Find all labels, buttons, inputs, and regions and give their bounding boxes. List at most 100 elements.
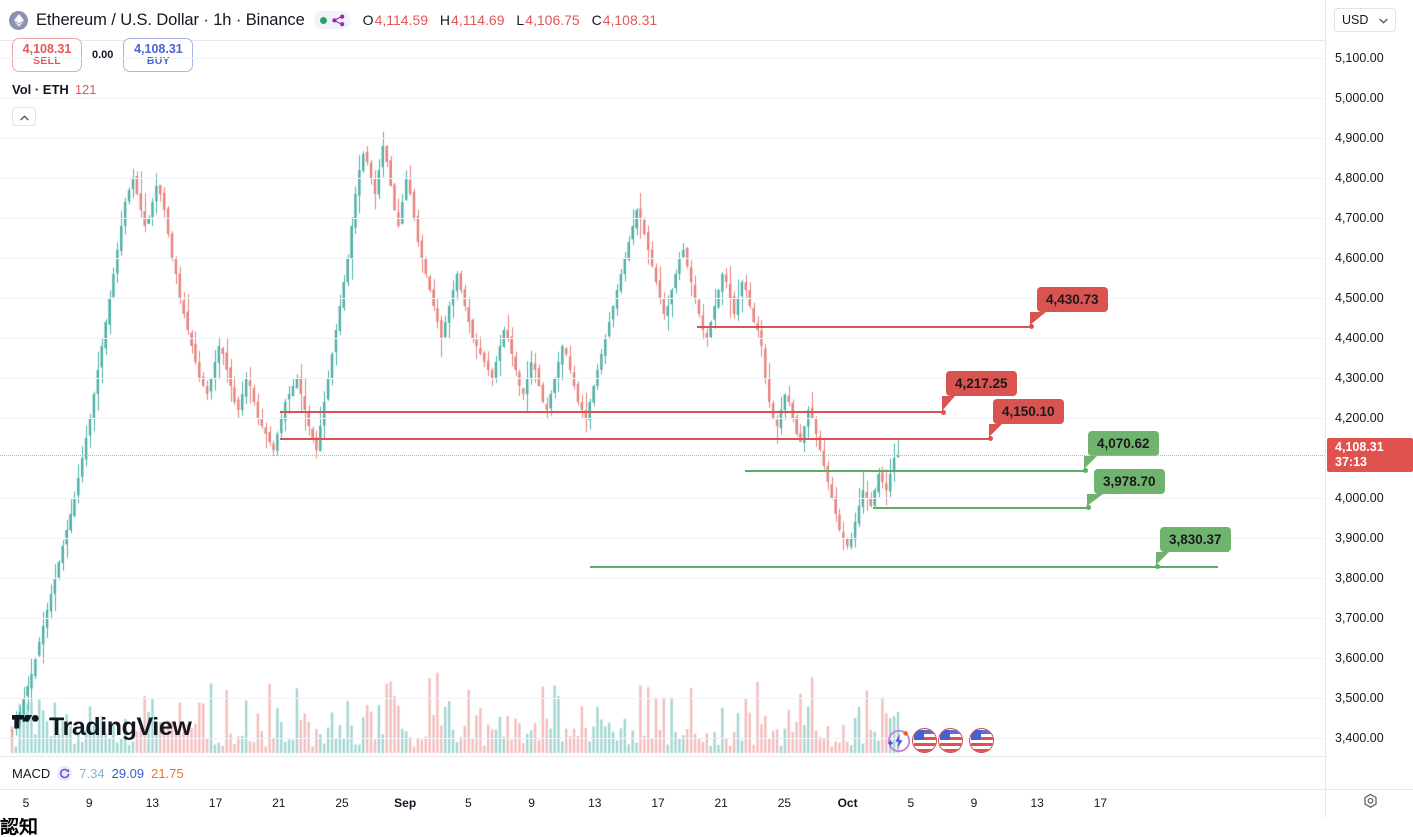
support-line[interactable] xyxy=(873,506,1089,509)
price-axis[interactable]: USD 5,100.00 5,000.00 4,900.00 4,800.00 4,70… xyxy=(1325,0,1413,818)
level-anchor-dot[interactable] xyxy=(1083,468,1088,474)
price-tick: 4,200.00 xyxy=(1335,411,1384,425)
gear-icon xyxy=(1362,793,1379,815)
time-tick: 17 xyxy=(208,796,223,810)
us-flag-event-icon[interactable] xyxy=(938,728,963,753)
price-tick: 3,600.00 xyxy=(1335,651,1384,665)
resistance-line[interactable] xyxy=(697,325,1032,328)
time-tick: 17 xyxy=(651,796,665,810)
axis-divider xyxy=(1326,789,1413,790)
ohlc-close: 4,108.31 xyxy=(602,12,658,28)
price-tick: 3,900.00 xyxy=(1335,531,1384,545)
gridline xyxy=(0,578,1325,579)
support-line[interactable] xyxy=(745,469,1086,472)
time-tick: 17 xyxy=(1093,796,1108,810)
price-tick: 4,300.00 xyxy=(1335,371,1384,385)
resistance-line[interactable] xyxy=(280,411,945,414)
macd-pane[interactable]: MACD 7.34 29.09 21.75 xyxy=(0,756,1325,789)
time-tick: 13 xyxy=(588,796,602,810)
time-tick: 21 xyxy=(272,796,286,810)
resistance-label[interactable]: 4,150.10 xyxy=(993,399,1064,424)
tradingview-watermark: TradingView xyxy=(12,713,192,742)
time-tick: 5 xyxy=(907,796,915,810)
gridline xyxy=(0,618,1325,619)
tradingview-logo-icon xyxy=(12,714,42,741)
price-axis-settings-button[interactable] xyxy=(1326,789,1413,818)
level-anchor-dot[interactable] xyxy=(1086,505,1091,511)
current-price-value: 4,108.31 xyxy=(1335,439,1384,454)
price-tick: 3,800.00 xyxy=(1335,571,1384,585)
time-tick: Sep xyxy=(394,796,417,810)
gridline xyxy=(0,658,1325,659)
gridline xyxy=(0,378,1325,379)
support-label[interactable]: 3,978.70 xyxy=(1094,469,1165,494)
candlestick-canvas[interactable] xyxy=(0,41,1325,755)
chart-header: Ethereum / U.S. Dollar · 1h · Binance O4… xyxy=(0,0,1325,41)
gridline xyxy=(0,738,1325,739)
time-tick: 9 xyxy=(528,796,535,810)
share-icon[interactable] xyxy=(331,14,345,27)
label-tail xyxy=(1084,456,1097,469)
gridline xyxy=(0,178,1325,179)
gridline xyxy=(0,498,1325,499)
chart-plot-area[interactable]: 4,430.73 4,217.25 4,150.10 4,070.62 3,978.70… xyxy=(0,41,1325,755)
level-anchor-dot[interactable] xyxy=(1029,324,1034,330)
chevron-down-icon xyxy=(1379,13,1388,27)
currency-selector[interactable]: USD xyxy=(1334,8,1396,32)
resistance-label[interactable]: 4,430.73 xyxy=(1037,287,1108,312)
resistance-label[interactable]: 4,217.25 xyxy=(946,371,1017,396)
price-tick: 3,400.00 xyxy=(1335,731,1384,745)
gridline xyxy=(0,698,1325,699)
time-axis[interactable]: 5 9 13 17 21 25 Sep 5 9 13 17 21 25 Oct 5 9 13 17 xyxy=(0,789,1325,818)
price-tick: 4,700.00 xyxy=(1335,211,1384,225)
economic-events xyxy=(886,728,994,753)
time-tick: 25 xyxy=(335,796,349,810)
currency-label: USD xyxy=(1342,13,1369,27)
macd-label: MACD xyxy=(12,766,51,781)
label-tail xyxy=(942,396,955,411)
time-tick: 25 xyxy=(777,796,792,810)
us-flag-event-icon[interactable] xyxy=(969,728,994,753)
ethereum-icon xyxy=(9,10,28,30)
ohlc-low: 4,106.75 xyxy=(525,12,580,28)
level-anchor-dot[interactable] xyxy=(1155,564,1160,570)
macd-value-2: 29.09 xyxy=(111,766,145,781)
gridline xyxy=(0,218,1325,219)
support-line[interactable] xyxy=(590,565,1218,568)
gridline xyxy=(0,538,1325,539)
level-anchor-dot[interactable] xyxy=(988,436,993,442)
time-tick: 9 xyxy=(970,796,978,810)
price-tick: 4,900.00 xyxy=(1335,131,1384,145)
macd-value-1: 7.34 xyxy=(79,766,105,781)
ohlc-values: O4,114.59 H4,114.69 L4,106.75 C4,108.31 xyxy=(362,12,658,28)
time-tick: 21 xyxy=(714,796,728,810)
macd-value-3: 21.75 xyxy=(151,766,184,781)
macd-legend[interactable]: MACD 7.34 29.09 21.75 xyxy=(12,766,184,781)
price-tick: 4,600.00 xyxy=(1335,251,1384,265)
resistance-line[interactable] xyxy=(280,437,992,440)
time-tick: 13 xyxy=(1030,796,1044,810)
price-tick: 5,100.00 xyxy=(1335,51,1384,65)
price-tick: 3,500.00 xyxy=(1335,691,1384,705)
gridline xyxy=(0,418,1325,419)
us-flag-event-icon[interactable] xyxy=(912,728,937,753)
current-price-badge: 4,108.31 37:13 xyxy=(1327,437,1413,472)
price-tick: 4,500.00 xyxy=(1335,291,1384,305)
market-status-pill[interactable] xyxy=(313,11,351,29)
sparkle-event-icon[interactable] xyxy=(886,728,911,753)
market-open-dot xyxy=(319,16,327,24)
support-label[interactable]: 3,830.37 xyxy=(1160,527,1231,552)
gridline xyxy=(0,258,1325,259)
bottom-overlay-text: 認知 xyxy=(0,818,39,837)
current-price-line xyxy=(0,454,1325,456)
level-anchor-dot[interactable] xyxy=(941,409,946,415)
price-tick: 4,800.00 xyxy=(1335,171,1384,185)
watermark-text: TradingView xyxy=(49,713,192,741)
page-title[interactable]: Ethereum / U.S. Dollar · 1h · Binance xyxy=(36,10,305,29)
refresh-icon[interactable] xyxy=(57,766,73,781)
support-label[interactable]: 4,070.62 xyxy=(1088,431,1159,456)
countdown-value: 37:13 xyxy=(1335,454,1367,469)
ohlc-high: 4,114.69 xyxy=(451,12,505,28)
gridline xyxy=(0,138,1325,139)
